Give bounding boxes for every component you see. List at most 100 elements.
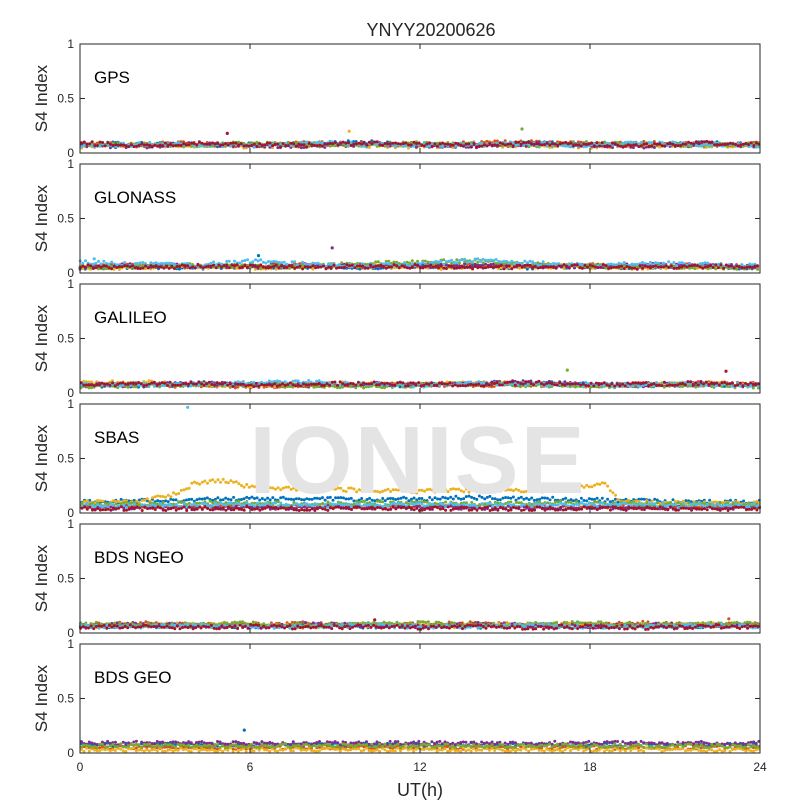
data-point: [423, 259, 427, 263]
data-point: [669, 264, 673, 268]
data-point: [716, 262, 720, 266]
data-point: [188, 263, 192, 267]
data-point: [528, 263, 532, 267]
data-point: [156, 144, 160, 148]
data-point: [102, 264, 106, 268]
data-point: [477, 144, 481, 148]
data-point: [472, 142, 476, 145]
data-point: [216, 145, 219, 149]
outlier-point: [330, 246, 334, 250]
data-point: [672, 266, 676, 270]
data-point: [748, 265, 752, 269]
data-point: [87, 386, 91, 390]
data-point: [435, 141, 439, 145]
data-point: [512, 265, 516, 269]
data-point: [639, 144, 643, 148]
data-point: [442, 262, 446, 266]
data-point: [120, 265, 124, 269]
data-point: [221, 143, 225, 147]
data-point: [710, 144, 714, 148]
data-point: [279, 145, 282, 149]
data-point: [522, 143, 526, 147]
data-point: [265, 141, 269, 145]
data-point: [681, 385, 685, 388]
data-point: [391, 141, 395, 145]
data-point: [356, 264, 359, 268]
data-point: [104, 262, 108, 265]
data-point: [641, 261, 644, 264]
data-point: [456, 142, 460, 146]
data-point: [524, 144, 528, 148]
data-point: [642, 142, 646, 146]
data-point: [490, 143, 494, 147]
data-point: [127, 145, 131, 149]
panel-label: GLONASS: [94, 188, 176, 207]
data-point: [713, 141, 717, 145]
data-point: [308, 262, 312, 266]
data-point: [613, 142, 617, 146]
data-point: [233, 264, 237, 268]
data-point: [702, 140, 706, 144]
data-point: [407, 146, 410, 150]
data-point: [392, 263, 396, 267]
data-point: [259, 263, 263, 267]
data-point: [694, 140, 698, 144]
data-point: [619, 144, 622, 148]
y-tick-label: 0: [67, 146, 74, 160]
data-point: [638, 264, 642, 268]
data-point: [611, 141, 615, 145]
data-point: [489, 258, 493, 262]
data-point: [753, 264, 757, 268]
data-point: [533, 262, 537, 265]
data-point: [651, 265, 655, 268]
data-point: [256, 259, 260, 263]
data-point: [600, 141, 604, 145]
data-point: [373, 140, 377, 144]
data-point: [145, 146, 149, 150]
data-point: [601, 263, 605, 267]
data-point: [81, 267, 85, 270]
data-point: [410, 262, 414, 266]
data-point: [259, 266, 263, 270]
data-point: [114, 143, 118, 147]
data-point: [523, 263, 527, 267]
data-point: [672, 261, 676, 264]
data-point: [84, 259, 87, 263]
data-point: [314, 262, 318, 265]
data-point: [510, 259, 514, 263]
data-point: [222, 264, 226, 267]
data-point: [745, 265, 749, 269]
data-point: [405, 263, 409, 267]
data-point: [248, 263, 252, 267]
data-point: [401, 144, 405, 148]
data-point: [749, 144, 753, 148]
data-point: [111, 144, 115, 147]
data-point: [268, 141, 272, 145]
data-point: [403, 265, 407, 269]
data-point: [229, 141, 233, 145]
data-point: [154, 261, 158, 265]
data-point: [378, 143, 382, 147]
data-point: [367, 140, 371, 144]
data-point: [187, 143, 191, 147]
data-point: [131, 264, 135, 268]
data-point: [499, 260, 503, 264]
data-point: [740, 263, 744, 267]
data-point: [607, 266, 611, 270]
data-point: [118, 265, 121, 268]
data-point: [214, 266, 218, 270]
data-point: [237, 143, 241, 147]
data-point: [349, 140, 353, 144]
data-point: [573, 266, 576, 270]
data-point: [527, 141, 531, 144]
data-point: [667, 260, 671, 264]
data-point: [700, 140, 704, 144]
data-point: [382, 262, 386, 266]
data-point: [273, 142, 277, 146]
data-point: [421, 266, 425, 270]
data-point: [489, 263, 493, 266]
data-point: [177, 267, 181, 271]
data-point: [251, 260, 255, 264]
data-point: [383, 386, 386, 390]
data-point: [352, 142, 356, 146]
